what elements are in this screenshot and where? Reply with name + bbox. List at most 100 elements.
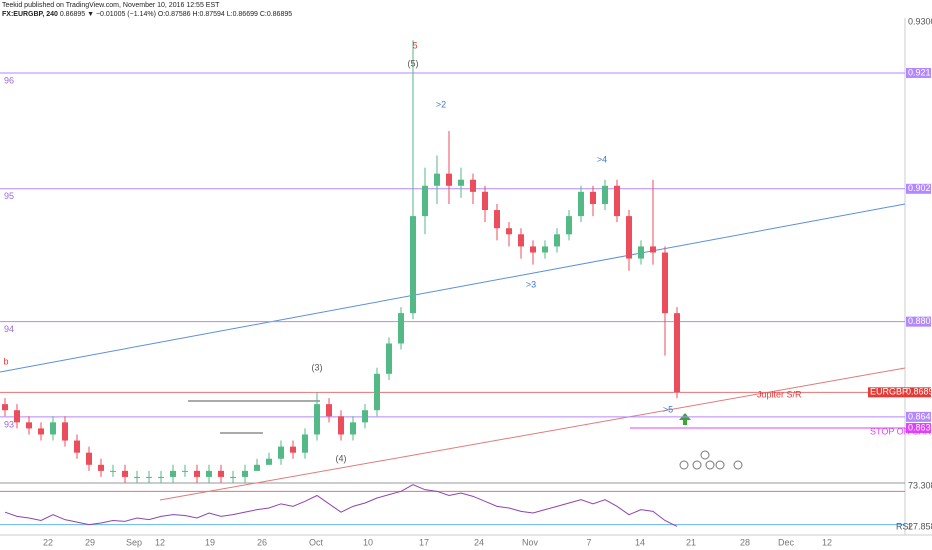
candle-body <box>194 470 200 477</box>
x-tick-label: Dec <box>778 537 795 547</box>
candle-body <box>386 343 392 374</box>
candle-body <box>530 246 536 253</box>
candle-body <box>422 185 428 217</box>
candle-body <box>554 234 560 247</box>
x-tick-label: Oct <box>309 537 324 547</box>
candle-body <box>590 191 596 204</box>
candle-body <box>158 476 164 478</box>
x-tick-label: 29 <box>85 537 95 547</box>
candle-body <box>338 416 344 435</box>
trendline <box>159 367 906 501</box>
annotation: (5) <box>408 58 419 68</box>
candle-body <box>602 185 608 204</box>
candle-body <box>374 373 380 411</box>
candle-body <box>494 210 500 229</box>
candle-body <box>146 476 152 478</box>
price-tag-bg <box>906 423 931 434</box>
candle-body <box>614 185 620 217</box>
x-tick-label: 14 <box>635 537 645 547</box>
last-price: 0.86895 <box>906 387 932 397</box>
candle-body <box>182 470 188 472</box>
candle-body <box>674 313 680 393</box>
candle-body <box>410 216 416 314</box>
annotation: b <box>3 356 8 366</box>
x-tick-label: 12 <box>155 537 165 547</box>
x-tick-label: 21 <box>686 537 696 547</box>
symbol: FX:EURGBP, 240 <box>2 11 58 18</box>
price-tag: 0.86490 <box>908 411 932 421</box>
annotation: >4 <box>597 154 607 164</box>
price-tag-bg <box>906 316 931 327</box>
annotation: Jupiter S/R <box>757 389 802 399</box>
candle-body <box>290 446 296 453</box>
x-tick-label: 17 <box>419 537 429 547</box>
rsi-top-label: 73.3086 <box>908 480 932 490</box>
x-tick-label: 22 <box>43 537 53 547</box>
candle-body <box>458 179 464 186</box>
candle-body <box>74 440 80 453</box>
candle-body <box>266 458 272 465</box>
candle-body <box>26 422 32 429</box>
price-tag: 0.88060 <box>908 316 932 326</box>
candle-body <box>446 173 452 186</box>
candle-body <box>638 246 644 259</box>
annotation: >2 <box>436 99 446 109</box>
candle-body <box>434 173 440 186</box>
annotation: >3 <box>526 279 536 289</box>
candle-body <box>62 422 68 441</box>
price-tag-bg <box>906 67 931 78</box>
price-tag: 0.90250 <box>908 183 932 193</box>
x-tick-label: 12 <box>822 537 832 547</box>
x-tick-label: 26 <box>257 537 267 547</box>
price-tag: 0.86306 <box>908 422 932 432</box>
candle-body <box>254 464 260 471</box>
last-symbol: EURGBP <box>870 387 908 397</box>
x-tick-label: 19 <box>205 537 215 547</box>
candle-body <box>302 434 308 453</box>
x-tick-label: Sep <box>126 537 142 547</box>
level-tag: 96 <box>4 75 14 85</box>
candle-body <box>314 404 320 435</box>
candle-body <box>518 234 524 247</box>
rsi-last: 27.8583 <box>908 521 932 531</box>
rsi-line <box>4 484 678 527</box>
candle-body <box>326 404 332 417</box>
candle-body <box>350 422 356 435</box>
level-tag: 93 <box>4 419 14 429</box>
x-tick-label: Nov <box>522 537 539 547</box>
x-tick-label: 10 <box>363 537 373 547</box>
candle-body <box>50 422 56 435</box>
price-tag: 0.92160 <box>908 67 932 77</box>
candle-body <box>14 410 20 423</box>
candle-body <box>38 428 44 435</box>
candle-body <box>662 252 668 314</box>
x-tick-label: 24 <box>474 537 484 547</box>
candle-body <box>206 470 212 477</box>
symbol-line: FX:EURGBP, 240 0.86895 ▼ −0.01005 (−1.14… <box>2 10 292 19</box>
level-tag: 95 <box>4 191 14 201</box>
candle-body <box>98 464 104 471</box>
arrow <box>679 413 691 425</box>
header: Teekid published on TradingView.com, Nov… <box>2 1 292 19</box>
candle-body <box>362 410 368 423</box>
quote: 0.86895 ▼ −0.01005 (−1.14%) O:0.87586 H:… <box>59 11 293 18</box>
rsi-name: RSI <box>896 521 911 531</box>
candle-body <box>134 476 140 478</box>
stop-text: STOP OR SAR <box>870 426 932 436</box>
candle-body <box>2 404 8 411</box>
candle-body <box>566 216 572 235</box>
annotation: (3) <box>312 362 323 372</box>
price-tag-bg <box>906 183 931 194</box>
candle-body <box>110 470 116 472</box>
annotation: 5 <box>412 40 417 50</box>
price-tag-bg <box>906 411 931 422</box>
candle-body <box>542 246 548 253</box>
candle-body <box>242 470 248 477</box>
candle-body <box>218 470 224 477</box>
annotation: (4) <box>336 453 347 463</box>
level-tag: 94 <box>4 324 14 334</box>
annotation: >5 <box>663 404 673 414</box>
price-label: 0.93000 <box>908 16 932 26</box>
candle-body <box>650 246 656 253</box>
